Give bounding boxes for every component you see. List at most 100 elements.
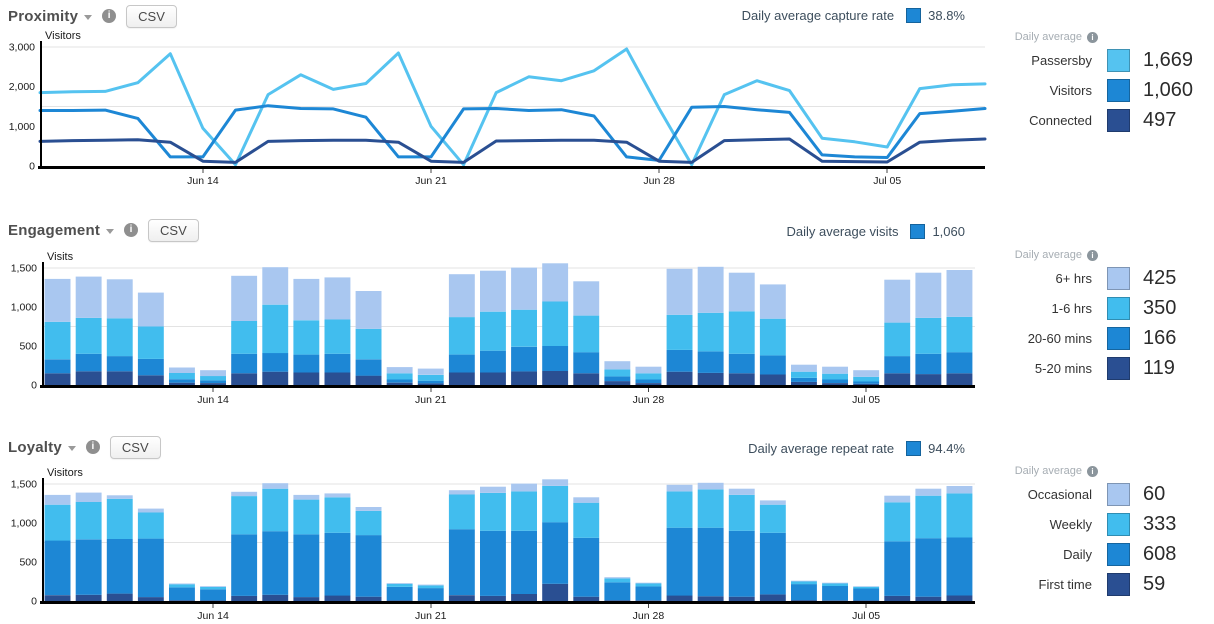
bar-segment [293, 320, 320, 355]
legend-swatch [1107, 296, 1130, 320]
bar-segment [293, 372, 320, 385]
bar-segment [324, 497, 351, 533]
chevron-down-icon [106, 229, 115, 234]
bar-segment [853, 586, 880, 589]
bar-segment [791, 580, 817, 582]
bar-segment [759, 318, 786, 356]
info-icon[interactable]: i [1087, 249, 1098, 261]
bar-segment [355, 291, 382, 329]
bar-segment [355, 507, 382, 511]
proximity-csv-button[interactable]: CSV [126, 4, 177, 28]
bar-segment [480, 270, 506, 312]
bar-segment [853, 376, 880, 382]
bar-segment [75, 317, 102, 354]
engagement-csv-button[interactable]: CSV [148, 218, 199, 242]
bar-segment [542, 371, 569, 385]
bar-segment [542, 522, 569, 584]
bar-segment [324, 532, 351, 596]
bar-segment [231, 496, 258, 535]
legend-label: Occasional [1027, 486, 1092, 502]
bar-segment [946, 486, 973, 494]
bar-segment [324, 595, 351, 601]
bar-segment [480, 350, 506, 373]
info-icon[interactable]: i [1087, 465, 1098, 477]
bar-segment [697, 596, 724, 601]
bar-segment [573, 502, 600, 538]
bar-segment [542, 346, 569, 371]
bar-segment [728, 530, 755, 597]
bar-segment [666, 371, 693, 385]
bar-segment [884, 502, 911, 542]
bar-segment [666, 268, 693, 315]
info-icon[interactable]: i [85, 440, 100, 454]
bar-segment [759, 374, 786, 385]
bar-segment [915, 353, 942, 375]
legend-item: Daily 608 [988, 542, 1208, 566]
bar-segment [542, 479, 569, 486]
bar-segment [448, 595, 475, 601]
legend-label: 6+ hrs [1055, 270, 1093, 286]
legend-label: Daily [1063, 546, 1092, 562]
bar-segment [791, 364, 817, 372]
y-axis-title: Visitors [45, 30, 81, 42]
legend-item: Visitors 1,060 [988, 78, 1208, 102]
bar-segment [915, 317, 942, 354]
legend-item: 6+ hrs 425 [988, 266, 1208, 290]
bar-segment [666, 527, 693, 596]
bar-segment [262, 267, 289, 305]
info-icon[interactable]: i [102, 9, 117, 23]
loyalty-csv-button[interactable]: CSV [109, 435, 161, 459]
bar-segment [169, 587, 195, 601]
legend-value: 59 [1143, 572, 1166, 595]
bar-segment [448, 494, 475, 530]
legend-swatch [1107, 48, 1130, 72]
bar-segment [915, 538, 942, 597]
bar-segment [355, 359, 382, 376]
bar-segment [822, 373, 848, 380]
legend-value: 60 [1143, 482, 1166, 505]
bar-segment [44, 359, 71, 374]
bar-segment [915, 488, 942, 496]
legend-label: First time [1038, 576, 1092, 592]
bar-segment [884, 595, 911, 601]
bar-segment [573, 315, 600, 353]
bar-segment [511, 309, 537, 347]
bar-segment [480, 595, 506, 601]
y-axis-title: Visits [47, 251, 74, 263]
y-tick-label: 1,500 [11, 479, 37, 491]
bar-segment [262, 594, 289, 601]
bar-segment [262, 488, 289, 532]
legend-value: 350 [1143, 296, 1177, 319]
legend-heading-label: Daily average [1014, 465, 1082, 477]
bar-segment [262, 353, 289, 372]
bar-segment [417, 588, 444, 601]
x-tick-label: Jun 28 [643, 175, 675, 187]
engagement-header: Engagement i CSV [8, 216, 199, 244]
bar-segment [75, 353, 102, 372]
bar-segment [511, 594, 537, 601]
bar-segment [511, 483, 537, 492]
info-icon[interactable]: i [1087, 31, 1098, 43]
engagement-title-dropdown[interactable]: Engagement [8, 222, 115, 239]
bar-segment [635, 383, 662, 385]
info-icon[interactable]: i [124, 223, 139, 237]
bar-segment [137, 292, 164, 327]
bar-segment [75, 371, 102, 385]
bar-segment [75, 276, 102, 318]
legend-heading: Daily average i [988, 30, 1098, 44]
loyalty-title-dropdown[interactable]: Loyalty [8, 439, 76, 456]
x-tick-label: Jun 21 [415, 175, 447, 187]
bar-segment [386, 583, 413, 584]
proximity-title-dropdown[interactable]: Proximity [8, 8, 93, 25]
x-tick-label: Jul 05 [852, 394, 880, 406]
y-tick-label: 500 [19, 341, 37, 353]
y-tick-label: 500 [19, 557, 37, 569]
bar-segment [635, 373, 662, 380]
engagement-legend: Daily average i 6+ hrs 425 1-6 hrs 350 20-60 m… [988, 248, 1208, 386]
bar-segment [44, 278, 71, 322]
capture-rate-label: Daily average capture rate [741, 8, 895, 23]
chevron-down-icon [84, 15, 93, 20]
bar-segment [231, 491, 258, 497]
legend-swatch [1107, 326, 1130, 350]
legend-value: 119 [1143, 356, 1175, 379]
